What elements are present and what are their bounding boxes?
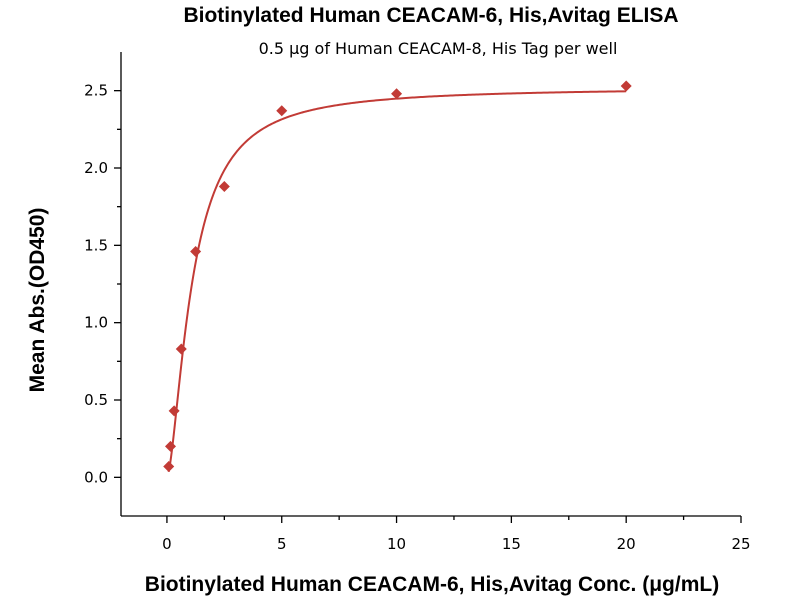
data-point (391, 88, 403, 100)
x-tick-label: 15 (502, 535, 521, 553)
data-point (163, 461, 175, 473)
x-ticks: 0 5 10 15 20 25 (162, 516, 751, 553)
chart-title: Biotinylated Human CEACAM-6, His,Avitag … (183, 4, 678, 27)
x-tick-label: 5 (277, 535, 287, 553)
data-point (620, 80, 632, 92)
chart-subtitle: 0.5 μg of Human CEACAM-8, His Tag per we… (259, 39, 618, 58)
data-point (165, 440, 177, 452)
data-point (218, 181, 230, 193)
y-tick-label: 0.0 (84, 468, 108, 486)
data-point (276, 105, 288, 117)
y-ticks: 0.0 0.5 1.0 1.5 2.0 2.5 (84, 82, 121, 486)
y-tick-label: 0.5 (84, 391, 108, 409)
y-tick-label: 2.5 (84, 82, 108, 100)
x-axis-title: Biotinylated Human CEACAM-6, His,Avitag … (145, 573, 719, 596)
y-tick-label: 1.0 (84, 314, 108, 332)
x-tick-label: 10 (387, 535, 406, 553)
data-point (168, 405, 180, 417)
y-tick-label: 1.5 (84, 236, 108, 254)
data-points (163, 80, 632, 473)
y-tick-label: 2.0 (84, 159, 108, 177)
fit-curve (167, 90, 627, 472)
axes (120, 52, 741, 517)
y-axis-title: Mean Abs.(OD450) (26, 208, 49, 393)
x-tick-label: 20 (617, 535, 636, 553)
x-tick-label: 0 (162, 535, 172, 553)
data-point (175, 343, 187, 355)
x-tick-label: 25 (731, 535, 750, 553)
data-point (190, 246, 202, 258)
